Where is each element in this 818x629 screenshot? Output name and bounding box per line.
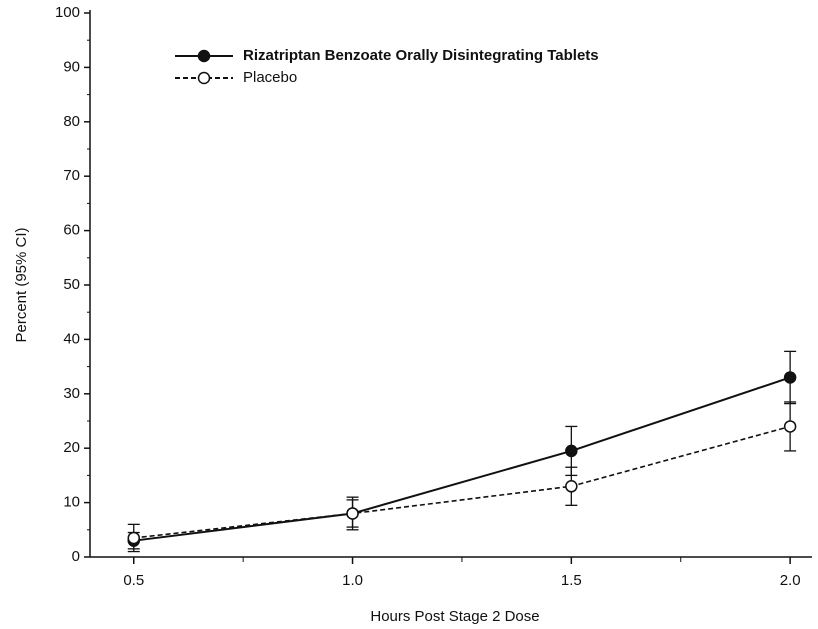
data-point — [783, 420, 797, 433]
legend-marker — [197, 49, 211, 63]
series-line — [133, 425, 791, 539]
y-tick-label: 60 — [63, 222, 80, 239]
x-tick-label: 1.5 — [561, 572, 582, 589]
y-tick-label: 20 — [63, 439, 80, 456]
series-line — [133, 376, 791, 542]
y-tick-label: 10 — [63, 494, 80, 511]
y-tick-label: 70 — [63, 167, 80, 184]
data-point — [127, 531, 141, 545]
y-tick-label: 40 — [63, 330, 80, 347]
x-axis-label: Hours Post Stage 2 Dose — [370, 608, 539, 625]
y-tick-label: 0 — [72, 548, 80, 565]
legend-label: Rizatriptan Benzoate Orally Disintegrati… — [243, 47, 599, 64]
legend-marker — [197, 71, 211, 85]
y-tick-label: 90 — [63, 58, 80, 75]
y-tick-label: 100 — [55, 4, 80, 21]
y-tick-label: 80 — [63, 113, 80, 130]
y-tick-label: 50 — [63, 276, 80, 293]
x-tick-label: 0.5 — [123, 572, 144, 589]
data-point — [346, 507, 359, 520]
y-tick-label: 30 — [63, 385, 80, 402]
data-point — [783, 371, 797, 384]
x-tick-label: 1.0 — [342, 572, 363, 589]
data-point — [565, 480, 578, 493]
y-axis-label: Percent (95% CI) — [13, 227, 30, 342]
legend-label: Placebo — [243, 69, 297, 86]
x-tick-label: 2.0 — [780, 572, 801, 589]
data-point — [565, 444, 578, 458]
